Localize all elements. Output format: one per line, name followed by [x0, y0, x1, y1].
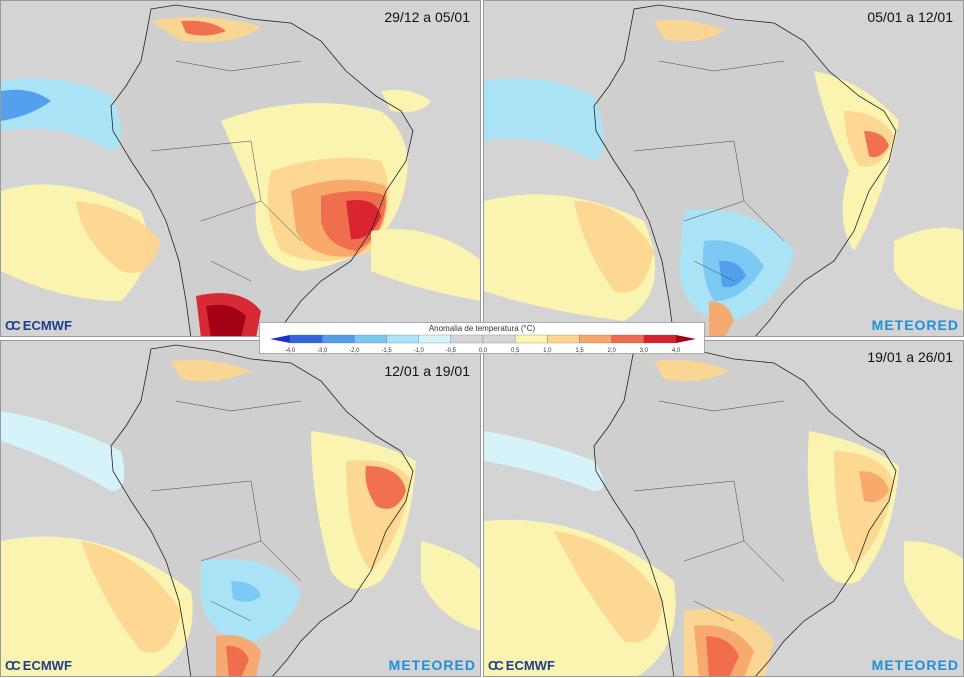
anomaly-contour [206, 304, 246, 336]
legend-tick: 3,0 [640, 348, 649, 354]
legend-tick: -4,0 [285, 348, 296, 354]
anomaly-map [1, 4, 480, 336]
anomaly-contour [859, 471, 889, 503]
period-label: 29/12 a 05/01 [384, 9, 470, 25]
ecmwf-logo: CC ECMWF [488, 658, 555, 673]
legend-swatch [354, 334, 387, 344]
legend-swatch [418, 334, 451, 344]
meteored-logo: METEORED [871, 657, 959, 673]
anomaly-map [484, 344, 963, 676]
legend-swatch [289, 334, 323, 344]
anomaly-contour [421, 541, 480, 631]
country-borders [633, 60, 785, 282]
anomaly-contour [554, 531, 664, 643]
legend-tick: -1,5 [381, 348, 392, 354]
legend-swatch [482, 334, 516, 344]
anomaly-contour [484, 78, 604, 161]
map-panel-4: 19/01 a 26/01 CC ECMWF METEORED [483, 340, 964, 677]
anomaly-contour [654, 19, 724, 42]
color-legend: Anomalia de temperatura (°C) -4,0 -3,0 -2,… [259, 322, 705, 354]
legend-swatch [643, 334, 677, 344]
legend-tick: -0,5 [446, 348, 457, 354]
ecmwf-logo: CC ECMWF [5, 658, 72, 673]
period-label: 12/01 a 19/01 [384, 363, 470, 379]
anomaly-contour [171, 359, 251, 382]
legend-tick: -2,0 [349, 348, 360, 354]
legend-arrow-low [270, 335, 290, 343]
coastline [110, 4, 414, 336]
legend-swatch [322, 334, 355, 344]
legend-tick: 1,0 [543, 348, 552, 354]
country-borders [150, 60, 302, 282]
anomaly-contour [706, 636, 739, 676]
map-panel-1: 29/12 a 05/01 CC ECMWF [0, 0, 481, 337]
anomaly-contour [1, 411, 125, 491]
legend-tick: 0,0 [479, 348, 488, 354]
coastline [593, 4, 897, 336]
map-panel-2: 05/01 a 12/01 METEORED [483, 0, 964, 337]
anomaly-contour [484, 431, 604, 491]
anomaly-contour [719, 260, 746, 288]
legend-tick: -1,0 [413, 348, 424, 354]
anomaly-contour [904, 541, 963, 641]
legend-swatch [547, 334, 580, 344]
coastline [593, 344, 897, 676]
anomaly-contour [346, 200, 381, 240]
anomaly-contour [574, 201, 654, 293]
anomaly-contour [81, 541, 181, 653]
legend-tick: 0,5 [511, 348, 520, 354]
legend-swatch [515, 334, 548, 344]
period-label: 19/01 a 26/01 [867, 349, 953, 365]
anomaly-contour [894, 227, 963, 311]
map-panel-3: 12/01 a 19/01 CC ECMWF METEORED [0, 340, 481, 677]
anomaly-map [484, 4, 963, 336]
anomaly-contour [76, 201, 161, 273]
anomaly-contour [365, 466, 406, 509]
legend-tick: 2,0 [607, 348, 616, 354]
ecmwf-logo: CC ECMWF [5, 318, 72, 333]
anomaly-contour [181, 20, 226, 36]
legend-swatch [579, 334, 612, 344]
anomaly-contour [709, 301, 734, 336]
legend-tick: 4,0 [672, 348, 681, 354]
legend-swatch [611, 334, 644, 344]
meteored-logo: METEORED [388, 657, 476, 673]
meteored-logo: METEORED [871, 317, 959, 333]
anomaly-contour [1, 89, 51, 121]
period-label: 05/01 a 12/01 [867, 9, 953, 25]
coastline [110, 344, 414, 676]
legend-arrow-high [676, 335, 696, 343]
country-borders [150, 400, 302, 622]
anomaly-contour [654, 359, 729, 382]
anomaly-map [1, 344, 480, 676]
country-borders [633, 400, 785, 622]
legend-tick: 1,5 [575, 348, 584, 354]
anomaly-contour [226, 645, 249, 676]
legend-tick: -3,0 [317, 348, 328, 354]
anomaly-contour [864, 131, 889, 158]
legend-title: Anomalia de temperatura (°C) [428, 324, 536, 333]
anomaly-contour [371, 229, 480, 301]
legend-swatch [450, 334, 484, 344]
legend-swatch [386, 334, 419, 344]
legend-colorbar: -4,0 -3,0 -2,0 -1,5 -1,0 -0,5 0,0 0,5 1,0 1,5 2,0 3… [270, 334, 696, 354]
anomaly-contour [231, 581, 261, 602]
